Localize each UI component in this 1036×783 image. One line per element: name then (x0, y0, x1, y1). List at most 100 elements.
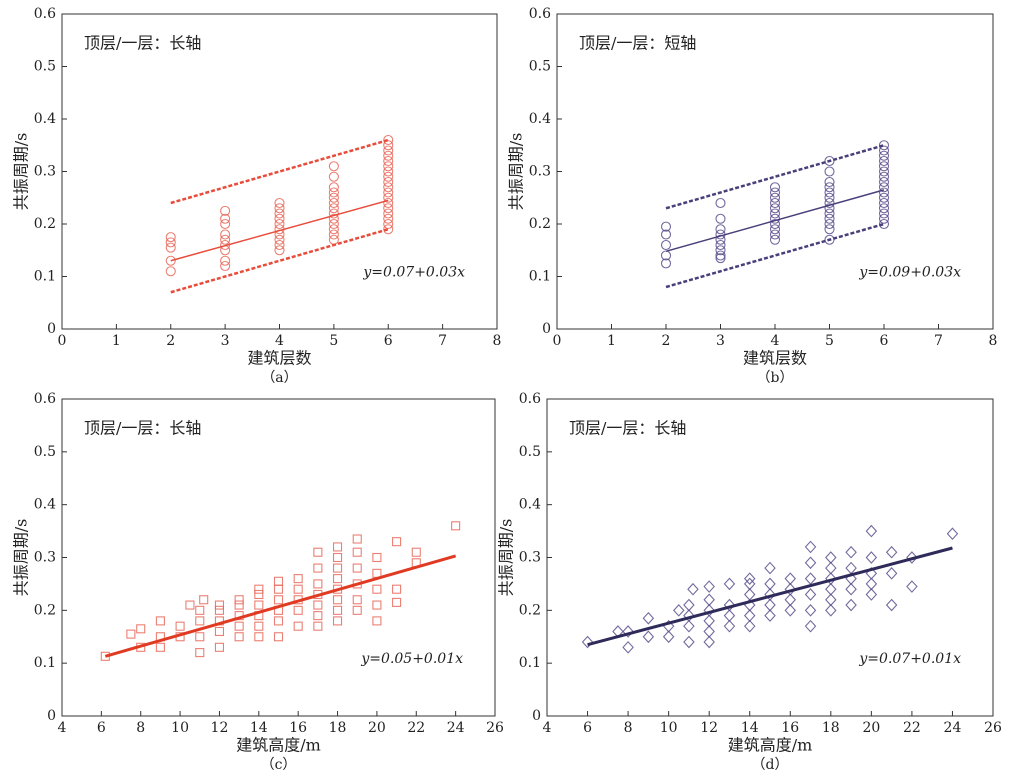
y-tick-label: 0.1 (529, 269, 551, 285)
point (825, 604, 837, 617)
point (683, 609, 695, 622)
point (372, 616, 382, 626)
caption: （b） (757, 370, 794, 386)
x-tick-label: 20 (368, 720, 386, 736)
point (328, 234, 339, 245)
point (155, 642, 165, 652)
plot-frame (546, 398, 994, 717)
x-tick-label: 8 (989, 333, 998, 349)
point (328, 218, 339, 230)
y-tick-label: 0 (47, 708, 56, 724)
point (383, 155, 394, 167)
point (878, 161, 890, 172)
point (220, 260, 231, 272)
x-axis-label: 建筑高度/m (728, 736, 813, 755)
x-tick-label: 1 (607, 333, 616, 349)
point (383, 218, 394, 230)
plot-frame (556, 13, 994, 330)
point (328, 171, 339, 182)
point (824, 218, 835, 230)
point (878, 187, 890, 198)
point (273, 616, 284, 626)
y-tick-label: 0.1 (519, 655, 541, 671)
point (451, 521, 461, 531)
point (165, 242, 176, 253)
caption: （a） (261, 370, 297, 386)
x-tick-label: 8 (624, 720, 633, 736)
point (293, 574, 303, 584)
point (220, 213, 231, 224)
annotation: 顶层/一层：长轴 (84, 419, 201, 438)
x-tick-label: 5 (825, 333, 834, 349)
x-tick-label: 24 (447, 720, 465, 736)
point (715, 245, 726, 256)
point (328, 213, 339, 224)
point (332, 552, 343, 563)
x-tick-label: 0 (58, 333, 67, 349)
y-tick-label: 0.3 (519, 550, 541, 566)
point (214, 642, 225, 652)
point (825, 551, 837, 564)
y-tick-label: 0.4 (529, 111, 551, 127)
point (703, 593, 715, 607)
point (383, 171, 394, 182)
y-tick-label: 0.6 (529, 6, 551, 22)
point (743, 572, 756, 585)
point (234, 621, 244, 631)
point (769, 192, 781, 203)
point (824, 197, 835, 209)
x-tick-label: 2 (166, 333, 175, 349)
point (715, 213, 726, 224)
x-tick-label: 10 (660, 720, 678, 736)
point (293, 621, 303, 631)
y-axis-label: 共振周期/s (12, 133, 31, 211)
point (878, 213, 890, 224)
point (328, 229, 339, 240)
point (764, 577, 776, 591)
point (214, 605, 225, 615)
point (383, 150, 394, 161)
point (185, 600, 195, 610)
point (769, 229, 781, 240)
y-tick-label: 0.2 (519, 602, 541, 618)
caption: （d） (752, 757, 789, 773)
fit-line (587, 546, 953, 647)
point (220, 205, 231, 216)
point (165, 232, 176, 243)
point (743, 577, 756, 591)
point (383, 134, 394, 146)
point (332, 616, 343, 626)
point (328, 192, 339, 203)
point (662, 630, 675, 644)
point (195, 632, 205, 642)
bound-line (170, 138, 389, 205)
point (878, 192, 890, 203)
point (165, 255, 176, 266)
x-axis-label: 建筑高度/m (236, 736, 321, 755)
point (195, 648, 205, 658)
y-tick-label: 0.4 (34, 497, 56, 513)
point (352, 605, 362, 615)
point (683, 619, 695, 633)
point (878, 197, 890, 209)
point (383, 187, 394, 198)
x-tick-label: 16 (289, 720, 307, 736)
fit-line (665, 189, 885, 253)
point (313, 621, 323, 631)
point (274, 239, 285, 251)
point (273, 576, 284, 586)
point (273, 595, 284, 605)
point (660, 229, 672, 240)
point (273, 632, 284, 642)
x-axis-label: 建筑层数 (247, 349, 311, 368)
y-tick-label: 0 (542, 321, 551, 337)
point (878, 208, 890, 219)
point (845, 561, 857, 575)
point (715, 250, 726, 261)
point (660, 239, 672, 251)
point (274, 197, 285, 209)
point (660, 258, 672, 269)
y-axis-label: 共振周期/s (497, 519, 516, 597)
point (703, 625, 715, 638)
